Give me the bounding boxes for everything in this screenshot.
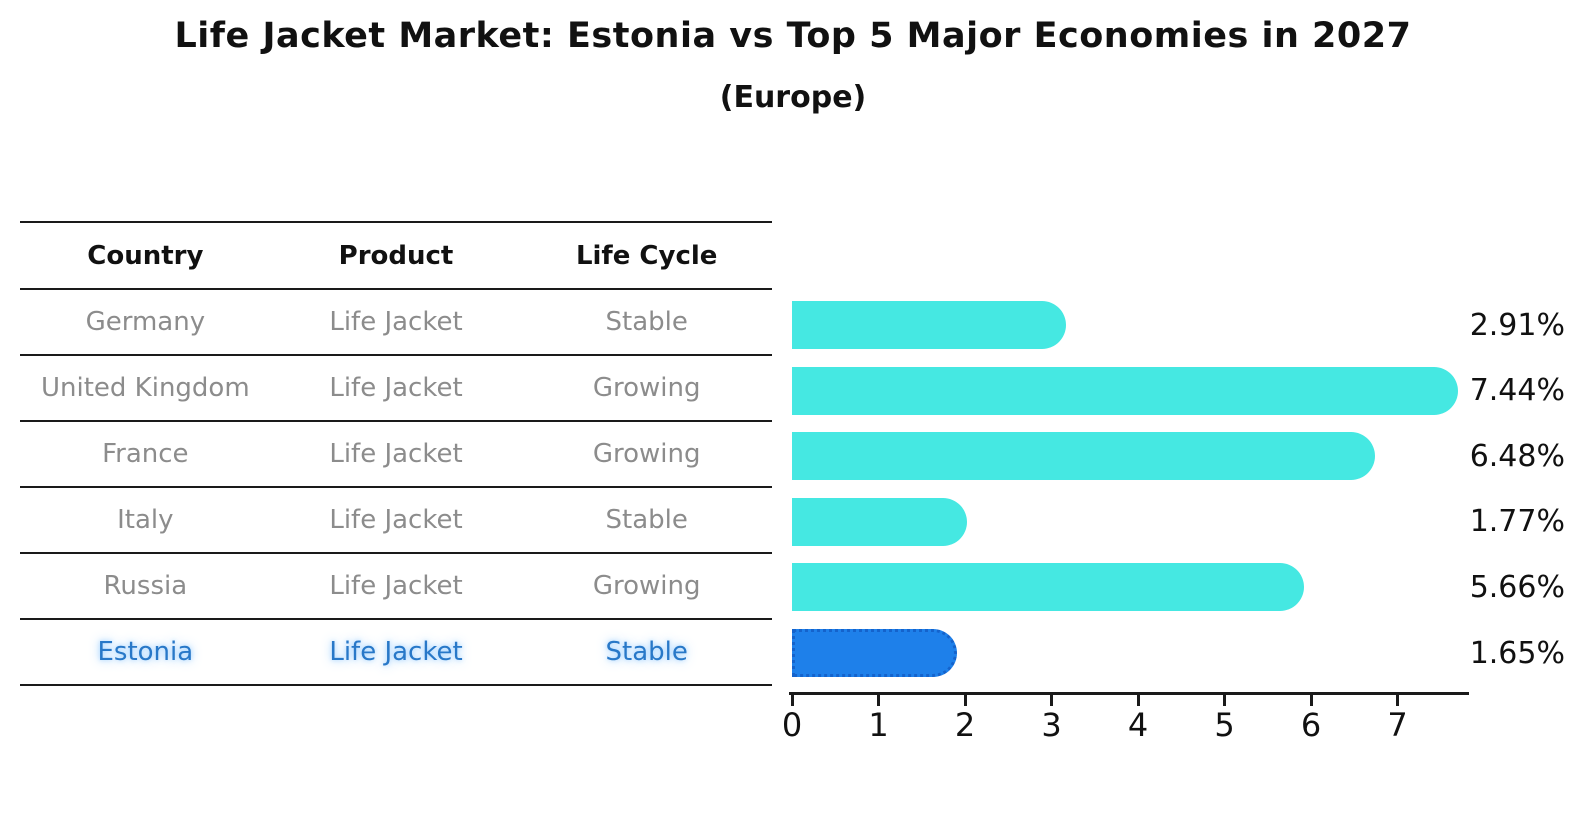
product-cell: Life Jacket — [329, 571, 463, 601]
life-cycle-cell: Stable — [605, 505, 688, 535]
product-cell: Life Jacket — [329, 439, 463, 469]
country-cell: Italy — [117, 505, 174, 535]
x-axis-tick — [1309, 695, 1313, 706]
x-axis-tick-label: 3 — [1041, 706, 1062, 744]
x-axis-line — [789, 692, 1469, 695]
bar-value-label: 1.77% — [1469, 504, 1565, 540]
table-row: United Kingdom Life Jacket Growing — [20, 356, 772, 422]
x-axis-tick — [790, 695, 794, 706]
bar-value-label: 7.44% — [1469, 373, 1565, 409]
country-cell: Estonia — [97, 637, 194, 667]
life-cycle-cell: Growing — [592, 373, 701, 403]
country-cell: Russia — [103, 571, 188, 601]
life-cycle-cell: Growing — [592, 439, 701, 469]
column-header-country: Country — [87, 240, 204, 271]
table-row: Estonia Life Jacket Stable — [20, 620, 772, 686]
product-cell: Life Jacket — [329, 505, 463, 535]
x-axis-tick — [1136, 695, 1140, 706]
bar-value-label: 5.66% — [1469, 569, 1565, 605]
market-table: Country Product Life Cycle Germany Life … — [20, 221, 772, 686]
x-axis-tick — [1396, 695, 1399, 706]
chart-title: Life Jacket Market: Estonia vs Top 5 Maj… — [174, 16, 1412, 56]
column-header-product: Product — [338, 240, 454, 271]
bar-value-label: 2.91% — [1469, 307, 1565, 343]
chart-subtitle: (Europe) — [719, 80, 867, 115]
x-axis-tick-label: 4 — [1127, 706, 1149, 744]
table-row: France Life Jacket Growing — [20, 422, 772, 488]
x-axis-tick-label: 6 — [1300, 706, 1322, 744]
x-axis-tick-label: 0 — [781, 706, 803, 744]
table-header-row: Country Product Life Cycle — [20, 223, 772, 290]
product-cell: Life Jacket — [329, 373, 463, 403]
country-cell: Germany — [85, 307, 206, 337]
bar — [792, 366, 1458, 415]
life-cycle-cell: Stable — [605, 307, 688, 337]
bar-value-label: 6.48% — [1469, 438, 1565, 474]
table-row: Russia Life Jacket Growing — [20, 554, 772, 620]
bar — [792, 563, 1304, 612]
life-cycle-cell: Stable — [605, 637, 688, 667]
x-axis-tick-label: 1 — [868, 706, 889, 744]
bar — [792, 301, 1066, 349]
bar-highlight-estonia — [792, 629, 957, 677]
product-cell: Life Jacket — [329, 307, 463, 337]
x-axis-tick — [1223, 695, 1226, 706]
x-axis-tick-label: 7 — [1387, 706, 1408, 744]
bar — [792, 432, 1375, 481]
x-axis-tick-label: 2 — [954, 706, 976, 744]
x-axis-tick-label: 5 — [1214, 706, 1235, 744]
x-axis-tick — [1050, 695, 1053, 706]
table-row: Germany Life Jacket Stable — [20, 290, 772, 356]
table-row: Italy Life Jacket Stable — [20, 488, 772, 554]
product-cell: Life Jacket — [329, 637, 463, 667]
country-cell: France — [102, 439, 189, 469]
country-cell: United Kingdom — [40, 373, 250, 403]
bar — [792, 497, 968, 546]
life-cycle-cell: Growing — [592, 571, 701, 601]
column-header-life-cycle: Life Cycle — [575, 240, 718, 271]
x-axis-tick — [963, 695, 967, 706]
market-table-body: Germany Life Jacket Stable United Kingdo… — [20, 290, 772, 686]
x-axis-tick — [877, 695, 880, 706]
bar-value-label: 1.65% — [1469, 635, 1565, 671]
